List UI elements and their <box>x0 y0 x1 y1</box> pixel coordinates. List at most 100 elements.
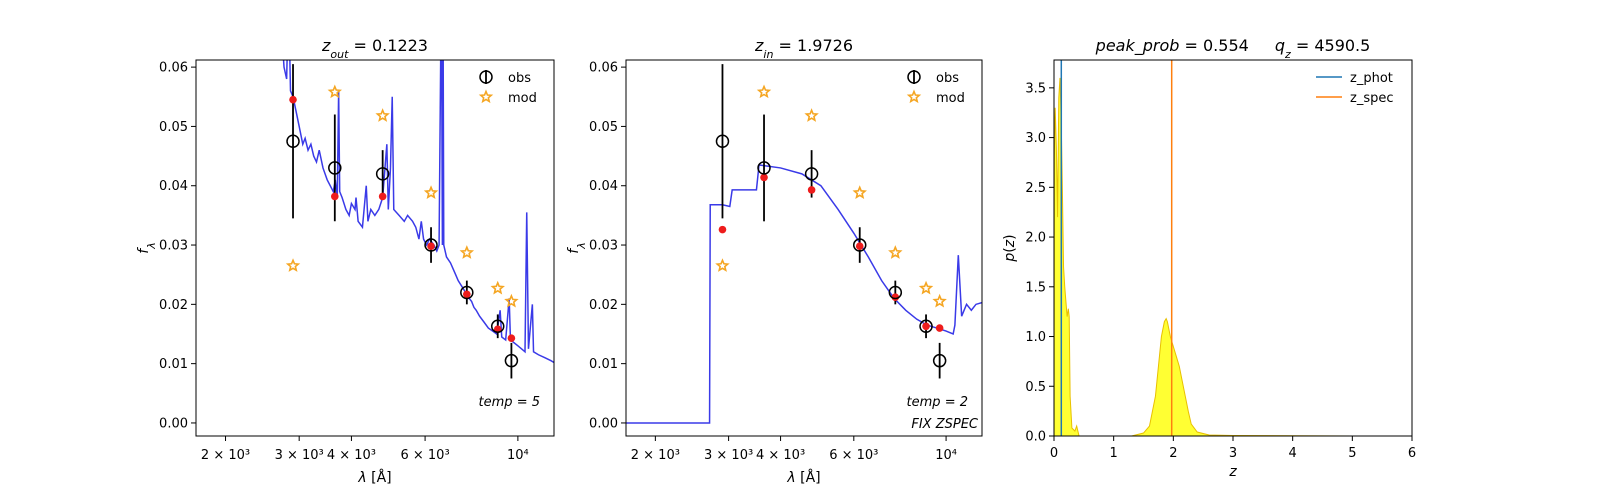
panel2-spectrum-line <box>626 164 982 424</box>
panel2-xtick-label-2: 4 × 10³ <box>756 448 805 463</box>
panel1-legend: obs mod <box>478 70 537 106</box>
panel2-ytick-label-1: 0.01 <box>589 357 618 372</box>
panel1-xtick-label-2: 4 × 10³ <box>327 448 376 463</box>
panel1-obs-point-3 <box>424 238 438 252</box>
panel3-xtick-label-1: 1 <box>1110 446 1118 461</box>
panel2-xtick-label-4: 10⁴ <box>935 448 957 463</box>
panel2-obs-point-6 <box>932 353 947 368</box>
panel2-model-phot-point-6 <box>935 324 944 332</box>
panel1-xtick-label-1: 3 × 10³ <box>275 448 324 463</box>
panel2-errorbars <box>721 64 941 379</box>
panel2-model-phot-point-4 <box>891 293 900 302</box>
panel1-model-phot-points <box>289 95 516 342</box>
panel2-ytick-label-6: 0.06 <box>589 61 618 76</box>
panel1-legend-mod-label: mod <box>508 91 537 106</box>
panel1-plot-area <box>282 60 554 379</box>
panel1-legend-obs-label: obs <box>508 71 531 86</box>
panel1-xtick-label-3: 6 × 10³ <box>400 448 449 463</box>
panel2-legend-obs-label: obs <box>936 71 959 86</box>
panel1-ytick-label-3: 0.03 <box>159 239 188 254</box>
panel2-mod-point-1 <box>756 84 772 99</box>
panel1-model-phot-point-3 <box>427 242 435 251</box>
panel2-xticks: 2 × 10³ 3 × 10³ 4 × 10³ 6 × 10³ 10⁴ <box>631 436 957 463</box>
panel1-model-phot-point-6 <box>507 334 516 342</box>
panel2-ytick-label-5: 0.05 <box>589 120 618 135</box>
panel1-xticks: 2 × 10³ 3 × 10³ 4 × 10³ 6 × 10³ 10⁴ <box>201 436 529 463</box>
panel1-model-phot-point-4 <box>463 290 471 299</box>
panel2-mod-point-6 <box>932 293 947 308</box>
panel2-frame <box>625 59 983 437</box>
panel2-obs-point-4 <box>888 285 903 300</box>
panel3-ytick-label-0: 0.0 <box>1025 430 1046 445</box>
panel1-model-phot-point-0 <box>289 95 297 104</box>
panel2-model-phot-point-1 <box>760 173 768 182</box>
panel3-ytick-label-1: 0.5 <box>1025 380 1046 395</box>
panel2-model-phot-point-0 <box>718 225 727 234</box>
panel2-xtick-label-0: 2 × 10³ <box>631 448 680 463</box>
panel2-mod-point-3 <box>852 185 867 199</box>
panel1-ytick-label-6: 0.06 <box>159 61 188 76</box>
panel2-ytick-label-3: 0.03 <box>589 239 618 254</box>
panel3-xlabel: z <box>1228 464 1237 480</box>
panel1-xtick-label-4: 10⁴ <box>507 448 529 463</box>
panel1-obs-points <box>286 134 519 368</box>
panel1-ytick-label-5: 0.05 <box>159 120 188 135</box>
panel3-ylabel: p(z) <box>1002 234 1018 262</box>
panel2-mod-point-0 <box>715 258 730 272</box>
panel-pz: peak_prob = 0.554 qz = 4590.5 0 1 2 3 4 5 6 0.0… <box>1002 36 1416 480</box>
panel1-ytick-label-0: 0.00 <box>159 416 188 431</box>
panel2-annotation: temp = 2 <box>907 395 968 410</box>
panel2-legend-mod-label: mod <box>936 91 965 106</box>
panel1-title: zout = 0.1223 <box>321 36 428 61</box>
panel3-legend: z_phot z_spec <box>1316 71 1394 106</box>
panel2-mod-point-2 <box>804 108 819 122</box>
panel1-legend-mod-marker <box>478 89 494 104</box>
panel1-obs-point-4 <box>460 285 474 300</box>
panel1-mod-point-0 <box>285 258 301 272</box>
panel2-xtick-label-1: 3 × 10³ <box>704 448 753 463</box>
panel1-errorbars <box>292 64 513 379</box>
panel3-xtick-label-2: 2 <box>1169 446 1177 461</box>
panel3-title: peak_prob = 0.554 qz = 4590.5 <box>1095 36 1371 61</box>
panel1-mod-point-6 <box>504 293 519 308</box>
panel3-ytick-label-6: 3.0 <box>1025 131 1046 146</box>
panel2-model-phot-point-5 <box>922 322 930 331</box>
panel3-ytick-label-4: 2.0 <box>1025 231 1046 246</box>
panel1-xtick-label-0: 2 × 10³ <box>201 448 250 463</box>
panel2-obs-point-5 <box>919 319 933 334</box>
panel1-ytick-label-4: 0.04 <box>159 179 188 194</box>
panel2-obs-point-3 <box>852 238 867 252</box>
panel1-ytick-label-1: 0.01 <box>159 357 188 372</box>
panel2-model-phot-point-2 <box>807 186 816 194</box>
panel3-pz-area <box>1054 77 1353 436</box>
panel1-model-phot-point-1 <box>330 192 339 201</box>
panel1-frame <box>195 59 555 437</box>
panel2-obs-point-2 <box>804 167 819 181</box>
panel2-model-phot-point-3 <box>855 242 864 251</box>
panel2-model-phot-points <box>718 173 944 332</box>
panel1-obs-point-5 <box>490 319 505 334</box>
panel3-title-text: peak_prob = 0.554 qz = 4590.5 <box>1095 36 1371 61</box>
panel2-mod-point-4 <box>888 245 903 259</box>
panel3-xticks: 0 1 2 3 4 5 6 <box>1050 436 1416 461</box>
panel3-ytick-label-2: 1.0 <box>1025 330 1046 345</box>
panel1-ylabel: fλ <box>136 242 158 253</box>
panel2-obs-point-0 <box>715 134 730 148</box>
panel1-ytick-label-2: 0.02 <box>159 298 188 313</box>
panel3-xtick-label-4: 4 <box>1289 446 1297 461</box>
panel2-legend-mod-marker <box>906 89 922 104</box>
panel2-obs-points <box>715 134 947 368</box>
panel1-model-phot-point-5 <box>493 325 502 334</box>
panel1-mod-point-5 <box>490 280 505 295</box>
panel2-ytick-label-0: 0.00 <box>589 416 618 431</box>
panel1-mod-point-2 <box>375 108 390 122</box>
panel2-title-text: zin = 1.9726 <box>754 36 853 61</box>
panel3-plot-area <box>1054 60 1353 436</box>
panel3-legend-zphot-label: z_phot <box>1350 71 1393 86</box>
panel3-ytick-label-3: 1.5 <box>1025 280 1046 295</box>
panel1-obs-point-0 <box>286 134 300 148</box>
panel1-obs-point-1 <box>328 161 342 175</box>
panel2-plot-area <box>626 64 982 424</box>
panel3-ytick-label-5: 2.5 <box>1025 181 1046 196</box>
